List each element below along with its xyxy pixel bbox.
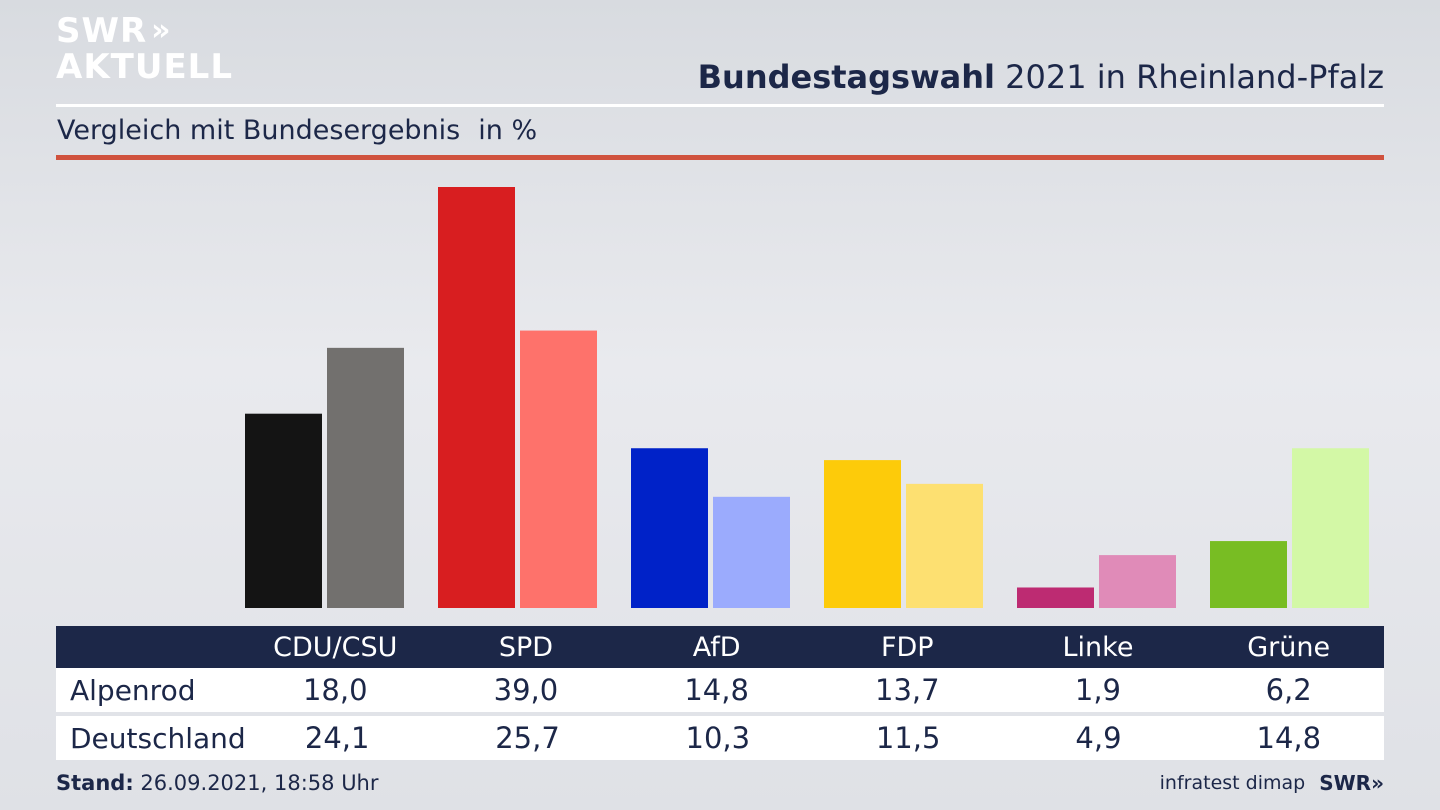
timestamp: Stand: 26.09.2021, 18:58 Uhr bbox=[56, 771, 379, 795]
bar-chart bbox=[245, 187, 1369, 608]
bar-linke-deutschland bbox=[1099, 555, 1176, 608]
source-text: infratest dimap bbox=[1159, 772, 1306, 794]
chart-title-rest: 2021 in Rheinland-Pfalz bbox=[1005, 58, 1384, 96]
bar-spd-deutschland bbox=[520, 330, 597, 608]
logo-line1: SWR bbox=[56, 11, 148, 51]
value-cell: 18,0 bbox=[302, 673, 368, 707]
bar-gr-ne-deutschland bbox=[1292, 448, 1369, 608]
results-table: CDU/CSU SPD AfD FDP Linke Grüne Alpenrod… bbox=[56, 626, 1384, 760]
value-cell: 6,2 bbox=[1265, 673, 1312, 707]
bar-linke-alpenrod bbox=[1017, 587, 1094, 608]
logo-line2: AKTUELL bbox=[56, 47, 234, 87]
source-credit: infratest dimap SWR» bbox=[1160, 771, 1384, 795]
value-cell: 14,8 bbox=[1256, 721, 1322, 755]
header-cdu-csu: CDU/CSU bbox=[273, 631, 398, 663]
value-cell: 11,5 bbox=[875, 721, 941, 755]
header-gruene: Grüne bbox=[1247, 631, 1331, 663]
header-spd: SPD bbox=[498, 631, 554, 663]
bar-cdu-csu-deutschland bbox=[327, 347, 404, 608]
table-row-alpenrod: Alpenrod 18,0 39,0 14,8 13,7 1,9 6,2 bbox=[56, 668, 1384, 712]
row-label: Alpenrod bbox=[70, 673, 196, 707]
bar-afd-deutschland bbox=[713, 496, 790, 608]
bar-fdp-alpenrod bbox=[824, 460, 901, 608]
swr-aktuell-logo: SWR» AKTUELL bbox=[56, 14, 233, 84]
value-cell: 1,9 bbox=[1074, 673, 1122, 707]
value-cell: 39,0 bbox=[493, 673, 559, 707]
row-label: Deutschland bbox=[70, 721, 246, 755]
header-fdp: FDP bbox=[880, 631, 934, 663]
bar-cdu-csu-alpenrod bbox=[245, 413, 322, 608]
header-linke: Linke bbox=[1062, 631, 1134, 663]
value-cell: 4,9 bbox=[1075, 721, 1122, 755]
swr-brand-icon: SWR» bbox=[1319, 771, 1384, 795]
title-divider bbox=[56, 104, 1384, 107]
subtitle-divider bbox=[56, 155, 1384, 160]
chart-subtitle: Vergleich mit Bundesergebnis in % bbox=[57, 115, 537, 146]
stand-value: 26.09.2021, 18:58 Uhr bbox=[140, 771, 379, 795]
value-cell: 24,1 bbox=[304, 721, 370, 755]
chart-title: Bundestagswahl 2021 in Rheinland-Pfalz bbox=[698, 58, 1384, 96]
value-cell: 10,3 bbox=[685, 721, 751, 755]
value-cell: 14,8 bbox=[684, 673, 749, 707]
bar-spd-alpenrod bbox=[438, 187, 515, 608]
value-cell: 25,7 bbox=[495, 721, 560, 755]
header-afd: AfD bbox=[692, 631, 741, 663]
bar-afd-alpenrod bbox=[631, 448, 708, 608]
subtitle-text: Vergleich mit Bundesergebnis bbox=[57, 115, 461, 146]
table-header: CDU/CSU SPD AfD FDP Linke Grüne bbox=[56, 626, 1384, 668]
value-cell: 13,7 bbox=[875, 673, 940, 707]
bar-gr-ne-alpenrod bbox=[1210, 541, 1287, 608]
chart-title-bold: Bundestagswahl bbox=[697, 58, 995, 96]
stand-label: Stand: bbox=[56, 771, 134, 795]
bar-fdp-deutschland bbox=[906, 483, 983, 608]
subtitle-unit: in % bbox=[478, 115, 538, 146]
table-row-deutschland: Deutschland 24,1 25,7 10,3 11,5 4,9 14,8 bbox=[56, 716, 1384, 760]
